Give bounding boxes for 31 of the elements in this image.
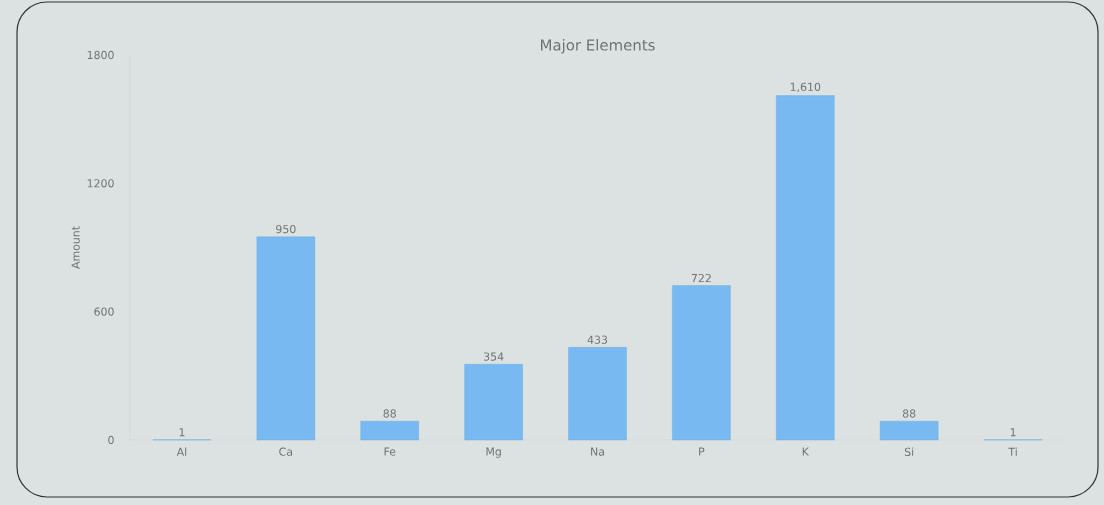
data-label: 1 [1010, 428, 1016, 437]
x-tick-label: K [802, 447, 810, 456]
bar [464, 364, 523, 441]
x-tick-label: Si [904, 447, 914, 456]
bar [568, 347, 627, 441]
y-tick-label: 600 [94, 307, 114, 316]
bar [776, 95, 835, 441]
y-tick-label: 0 [108, 435, 114, 445]
x-tick-label: Na [591, 447, 604, 456]
x-tick-label: Ca [279, 447, 293, 456]
x-tick-label: Fe [384, 447, 396, 456]
data-label: 1,610 [790, 82, 821, 93]
data-label: 433 [587, 335, 608, 344]
bar [256, 236, 316, 441]
bar [360, 420, 419, 441]
y-axis-title: Amount [71, 226, 80, 269]
data-label: 354 [483, 352, 504, 361]
data-label: 1 [179, 428, 185, 437]
bar [672, 285, 731, 441]
data-label: 88 [383, 409, 396, 418]
data-label: 722 [691, 273, 711, 283]
x-tick-label: Al [176, 447, 187, 456]
chart-title: Major Elements [541, 39, 655, 54]
data-label: 950 [276, 224, 296, 234]
x-tick-label: Mg [486, 447, 501, 458]
x-tick-label: Ti [1008, 447, 1017, 456]
x-tick-label: P [699, 447, 705, 456]
y-tick-label: 1800 [87, 50, 114, 60]
y-tick-label: 1200 [87, 179, 114, 188]
data-label: 88 [902, 409, 916, 418]
bar [879, 420, 939, 441]
